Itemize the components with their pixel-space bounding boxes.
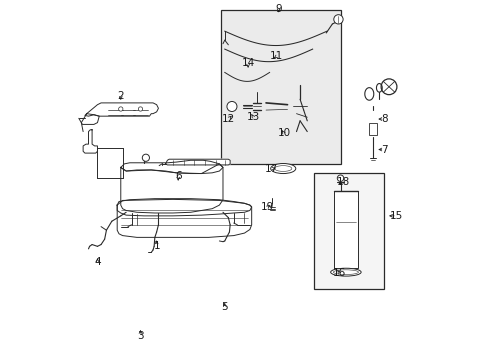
Text: 12: 12 [221,114,235,124]
Bar [368,123,376,135]
Text: 2: 2 [117,91,124,101]
Text: 7: 7 [380,144,387,154]
Text: 15: 15 [389,211,403,221]
Text: 19: 19 [261,202,274,212]
Text: 14: 14 [241,58,254,68]
Circle shape [337,175,343,181]
Bar [221,10,341,164]
Text: 4: 4 [94,257,101,267]
Circle shape [138,107,142,111]
Ellipse shape [333,270,358,274]
Text: 9: 9 [275,4,281,14]
Text: 13: 13 [246,112,260,122]
Circle shape [226,102,237,112]
Polygon shape [83,130,97,153]
Polygon shape [85,103,158,116]
Ellipse shape [270,163,295,174]
Text: 5: 5 [221,302,227,312]
Circle shape [380,79,396,95]
Circle shape [119,107,122,111]
Polygon shape [117,199,251,237]
Ellipse shape [330,268,361,276]
Text: 16: 16 [332,268,346,278]
Text: 3: 3 [137,331,143,341]
Text: 17: 17 [264,163,278,174]
Circle shape [142,154,149,161]
Bar [334,191,357,268]
Bar [314,173,384,289]
Polygon shape [121,164,223,213]
Polygon shape [165,159,230,165]
Polygon shape [121,160,223,174]
Text: 8: 8 [380,114,387,124]
Text: 11: 11 [269,51,283,61]
Ellipse shape [274,166,291,171]
Text: 6: 6 [175,171,181,181]
Text: 18: 18 [336,177,349,187]
Circle shape [333,15,343,24]
Text: 10: 10 [277,129,290,138]
Polygon shape [117,199,251,216]
Polygon shape [81,114,99,125]
Text: 1: 1 [153,241,160,251]
